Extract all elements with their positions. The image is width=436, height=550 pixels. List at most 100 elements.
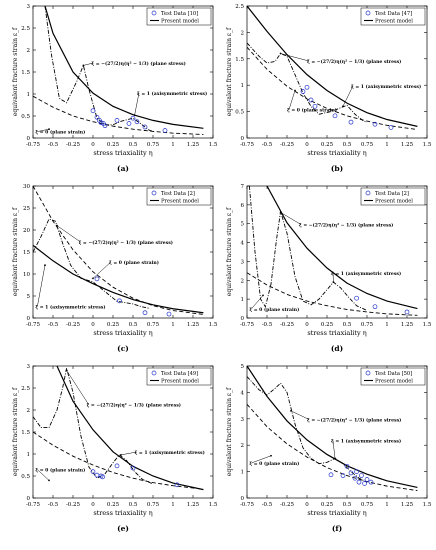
annotation-arrowhead [44, 264, 46, 267]
x-axis-label: stress triaxiality η [307, 329, 366, 337]
series-line-dashed [33, 186, 204, 315]
x-tick-label: 1.5 [423, 322, 432, 328]
chart-panel: -0.75 -0.5 -0.25 0 0.25 0.5 0.75 1 1.25 1.5 0 5 10 15… [12, 184, 218, 353]
x-tick-label: 1.25 [401, 502, 414, 508]
x-tick-label: 0 [91, 142, 95, 148]
y-axis-label: equivalent fracture strain ε_f [12, 27, 19, 116]
legend-label-model: Present model [375, 199, 413, 205]
y-tick-label: 2.5 [235, 4, 244, 10]
x-tick-label: -0.25 [280, 502, 295, 508]
x-tick-label: -0.75 [26, 322, 41, 328]
series-line-dashdot [33, 218, 150, 309]
x-tick-label: 0.75 [361, 322, 374, 328]
test-data-point [142, 310, 148, 316]
series-line-dashdot [247, 376, 368, 483]
annotation-label: ξ = 1 (axisymmetric stress) [137, 90, 207, 97]
x-tick-label: 1.25 [187, 142, 200, 148]
annotation-arrowhead [82, 64, 85, 67]
annotation-arrow [288, 90, 296, 110]
x-tick-label: -0.75 [240, 322, 255, 328]
panel-label: (b) [331, 164, 343, 173]
test-data-point [134, 119, 140, 125]
test-data-point [166, 311, 172, 317]
x-tick-label: 0.75 [147, 322, 160, 328]
y-tick-label: 3 [27, 364, 31, 370]
annotation-label: ξ = 0 (plane strain) [249, 306, 299, 313]
x-axis-label: stress triaxiality η [93, 509, 152, 517]
legend-marker-test [151, 190, 157, 196]
y-tick-label: 3 [241, 417, 245, 423]
chart-panel: -0.75 -0.5 -0.25 0 0.25 0.5 0.75 1 1.25 1.5 0 0.5 1 1… [226, 4, 432, 173]
chart-panel: -0.75 -0.5 -0.25 0 0.25 0.5 0.75 1 1.25 1.5 0 1 2 3 4 5… [226, 364, 432, 533]
y-tick-label: 0 [241, 316, 245, 322]
x-tick-label: 0.25 [107, 502, 120, 508]
annotation-arrowhead [332, 281, 335, 284]
plot-frame [32, 5, 214, 139]
x-tick-label: 0.25 [321, 502, 334, 508]
test-data-point [372, 304, 378, 310]
x-tick-label: -0.75 [26, 502, 41, 508]
y-tick-label: 2 [241, 443, 245, 449]
annotation-label: ξ = −(27/2)η(η² − 1/3) (plane stress) [79, 239, 173, 246]
annotation-arrow [280, 212, 302, 225]
legend-label-test: Test Data [50] [375, 371, 412, 377]
annotation-arrow [66, 370, 89, 405]
series-line-dashed [33, 95, 204, 135]
chart-panel: -0.75 -0.5 -0.25 0 0.25 0.5 0.75 1 1.25 1.5 0 0.5 1 1… [12, 4, 218, 173]
x-tick-label: 0.25 [107, 142, 120, 148]
annotation-arrowhead [56, 224, 58, 227]
legend-label-model: Present model [375, 379, 413, 385]
x-tick-label: 0 [305, 322, 309, 328]
x-tick-label: -0.75 [26, 142, 41, 148]
y-tick-label: 4 [241, 390, 245, 396]
series-line-solid [44, 6, 204, 129]
series-line-dashdot [33, 368, 154, 485]
test-data-point [304, 84, 310, 90]
x-tick-label: 1.25 [187, 322, 200, 328]
y-tick-label: 0.5 [21, 114, 30, 120]
y-tick-label: 0 [27, 496, 31, 502]
y-tick-label: 2 [27, 408, 31, 414]
x-axis-label: stress triaxiality η [307, 149, 366, 157]
x-tick-label: -0.5 [48, 322, 59, 328]
annotation-arrowhead [120, 453, 122, 456]
legend-box [360, 367, 426, 386]
test-data-point [114, 463, 120, 469]
annotation-arrowhead [342, 105, 344, 108]
legend-label-test: Test Data [47] [375, 11, 412, 17]
y-tick-label: 0 [241, 136, 245, 142]
x-tick-label: -0.5 [262, 142, 273, 148]
annotation-arrow [332, 440, 336, 459]
x-axis-label: stress triaxiality η [93, 149, 152, 157]
annotation-arrow [290, 410, 310, 420]
x-tick-label: -0.75 [240, 142, 255, 148]
x-tick-label: 1 [171, 142, 175, 148]
annotation-label: ξ = −(27/2)η(η² − 1/3) (plane stress) [91, 60, 185, 67]
annotation-arrowhead [262, 294, 264, 297]
x-tick-label: 0.75 [147, 142, 160, 148]
y-axis-label: equivalent fracture strain ε_f [12, 207, 19, 296]
x-axis-label: stress triaxiality η [93, 329, 152, 337]
legend-label-test: Test Data [49] [161, 371, 198, 377]
y-tick-label: 1 [27, 92, 31, 98]
test-data-point [100, 474, 105, 480]
y-tick-label: 0 [27, 316, 31, 322]
annotation-arrow [280, 53, 310, 62]
series-line-dashed [247, 272, 418, 316]
panel-label: (f) [332, 524, 342, 533]
x-tick-label: 0.75 [147, 502, 160, 508]
y-axis-label: equivalent fracture strain ε_f [226, 27, 233, 116]
y-tick-label: 7 [241, 184, 245, 190]
chart-panel: -0.75 -0.5 -0.25 0 0.25 0.5 0.75 1 1.25 1.5 0 0.5 1 1… [12, 364, 218, 533]
legend-label-test: Test Data [2] [161, 191, 195, 197]
annotation-arrowhead [133, 114, 136, 117]
panel-label: (c) [117, 344, 129, 353]
x-tick-label: 1.5 [209, 142, 218, 148]
test-data-point [372, 121, 378, 127]
legend-box [146, 187, 212, 206]
y-tick-label: 3 [27, 4, 31, 10]
y-tick-label: 4 [241, 241, 245, 247]
y-tick-label: 5 [241, 222, 245, 228]
legend-marker-test [365, 190, 371, 196]
plot-frame [32, 185, 214, 319]
